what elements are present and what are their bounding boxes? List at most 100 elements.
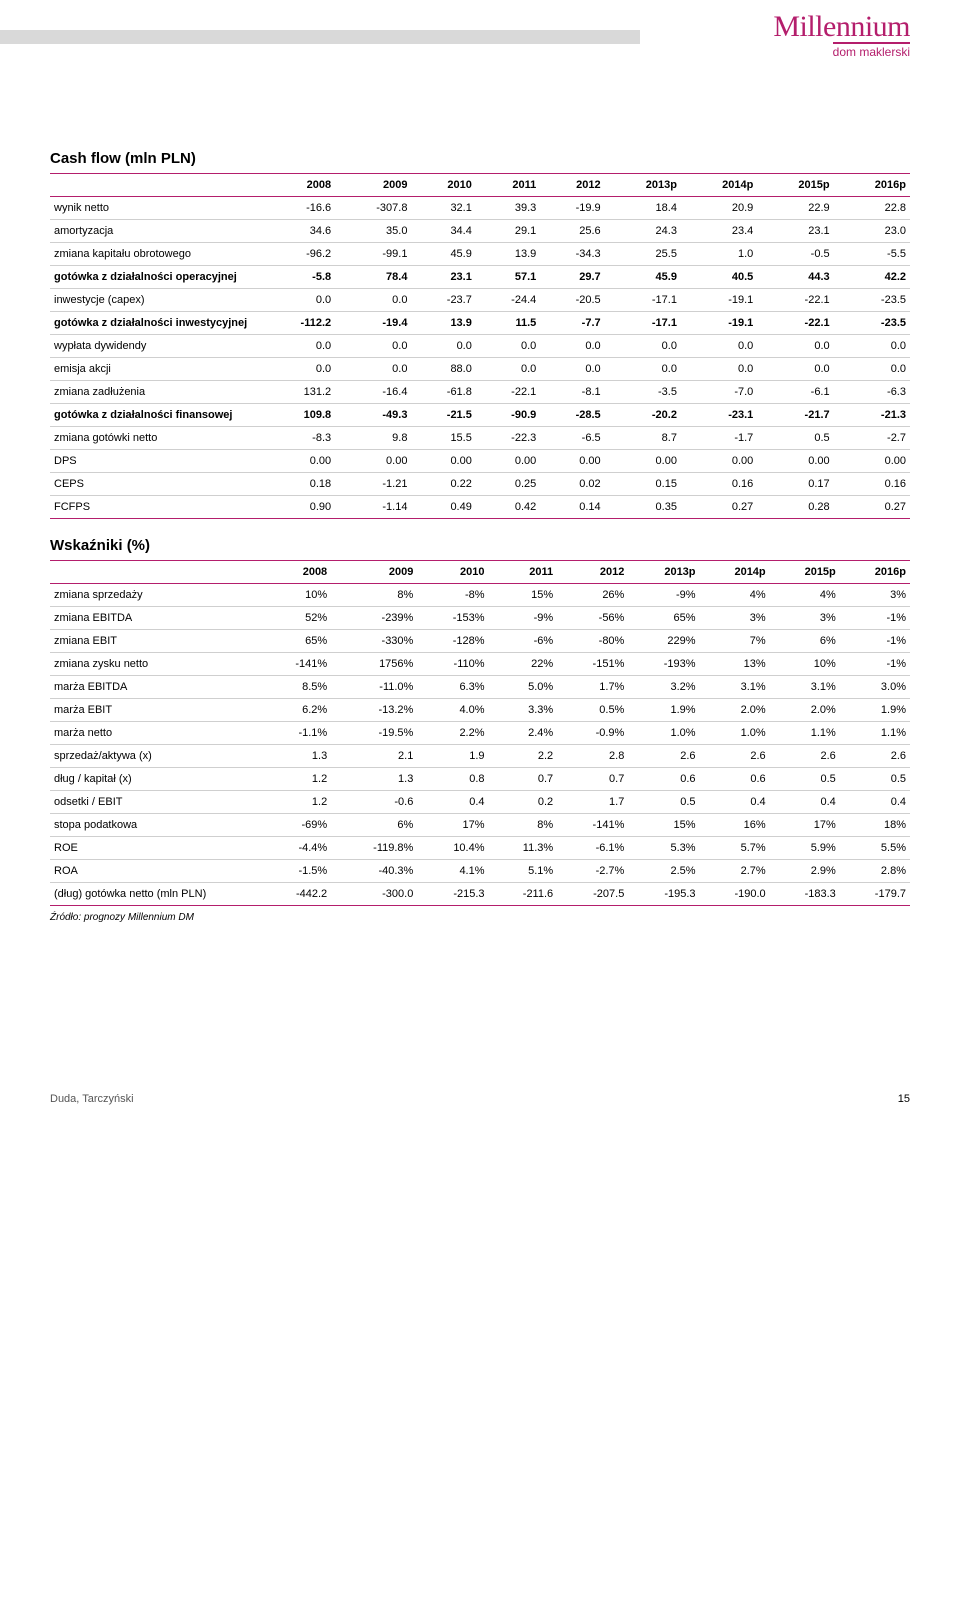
column-header: 2010 xyxy=(417,561,488,584)
table-cell: 18% xyxy=(840,814,910,837)
table-cell: 32.1 xyxy=(411,197,475,220)
table-cell: 0.27 xyxy=(834,496,910,519)
table-cell: -9% xyxy=(628,584,699,607)
table-cell: zmiana kapitału obrotowego xyxy=(50,243,260,266)
table-cell: -1% xyxy=(840,607,910,630)
table-cell: 0.0 xyxy=(260,289,335,312)
column-header: 2011 xyxy=(489,561,558,584)
table-cell: 0.00 xyxy=(681,450,757,473)
table-cell: gotówka z działalności finansowej xyxy=(50,404,260,427)
table-cell: 0.0 xyxy=(540,358,604,381)
table-row: marża EBITDA8.5%-11.0%6.3%5.0%1.7%3.2%3.… xyxy=(50,676,910,699)
table-cell: -49.3 xyxy=(335,404,411,427)
column-header: 2014p xyxy=(700,561,770,584)
table-cell: 0.49 xyxy=(411,496,475,519)
table-cell: 0.2 xyxy=(489,791,558,814)
column-header: 2009 xyxy=(335,174,411,197)
table-cell: 2.6 xyxy=(700,745,770,768)
table-cell: 29.7 xyxy=(540,266,604,289)
table-cell: -28.5 xyxy=(540,404,604,427)
table-cell: 78.4 xyxy=(335,266,411,289)
table-cell: 0.7 xyxy=(489,768,558,791)
column-header: 2011 xyxy=(476,174,540,197)
table-cell: 9.8 xyxy=(335,427,411,450)
table-cell: -17.1 xyxy=(605,289,681,312)
table-cell: -13.2% xyxy=(331,699,417,722)
table-cell: CEPS xyxy=(50,473,260,496)
table-cell: 5.5% xyxy=(840,837,910,860)
table-cell: -0.9% xyxy=(557,722,628,745)
table-cell: zmiana EBITDA xyxy=(50,607,260,630)
table-cell: 3% xyxy=(840,584,910,607)
table-cell: -0.5 xyxy=(757,243,833,266)
table-cell: 2.0% xyxy=(700,699,770,722)
table-cell: 2.6 xyxy=(628,745,699,768)
table-cell: -19.4 xyxy=(335,312,411,335)
table-cell: 29.1 xyxy=(476,220,540,243)
table-cell: -7.0 xyxy=(681,381,757,404)
table-cell: 0.00 xyxy=(260,450,335,473)
table-cell: 0.5 xyxy=(840,768,910,791)
table-cell: 13% xyxy=(700,653,770,676)
table-cell: -151% xyxy=(557,653,628,676)
table-row: dług / kapitał (x)1.21.30.80.70.70.60.60… xyxy=(50,768,910,791)
table-cell: 42.2 xyxy=(834,266,910,289)
table-cell: 23.1 xyxy=(757,220,833,243)
table-row: zmiana zysku netto-141%1756%-110%22%-151… xyxy=(50,653,910,676)
table-row: gotówka z działalności finansowej109.8-4… xyxy=(50,404,910,427)
table-cell: 0.15 xyxy=(605,473,681,496)
table-cell: 0.0 xyxy=(681,335,757,358)
table-cell: 1.2 xyxy=(260,768,331,791)
table-cell: 2.6 xyxy=(840,745,910,768)
cashflow-table: 200820092010201120122013p2014p2015p2016p… xyxy=(50,173,910,519)
table-cell: 13.9 xyxy=(476,243,540,266)
footer-page-number: 15 xyxy=(898,1093,910,1105)
table-cell: 2.6 xyxy=(770,745,840,768)
table-cell: 17% xyxy=(770,814,840,837)
table-cell: 1.3 xyxy=(331,768,417,791)
table-cell: 0.00 xyxy=(476,450,540,473)
table-row: wynik netto-16.6-307.832.139.3-19.918.42… xyxy=(50,197,910,220)
column-header: 2012 xyxy=(540,174,604,197)
table-cell: -4.4% xyxy=(260,837,331,860)
table-cell: -215.3 xyxy=(417,883,488,906)
table-cell: gotówka z działalności operacyjnej xyxy=(50,266,260,289)
table-cell: -21.7 xyxy=(757,404,833,427)
table-cell: 8% xyxy=(489,814,558,837)
table-cell: 0.00 xyxy=(605,450,681,473)
table-cell: 52% xyxy=(260,607,331,630)
table-cell: -195.3 xyxy=(628,883,699,906)
table-cell: 0.5 xyxy=(628,791,699,814)
table-cell: zmiana zysku netto xyxy=(50,653,260,676)
table-cell: 7% xyxy=(700,630,770,653)
table-cell: sprzedaż/aktywa (x) xyxy=(50,745,260,768)
table-cell: -2.7 xyxy=(834,427,910,450)
table-cell: -8.3 xyxy=(260,427,335,450)
table-cell: -22.1 xyxy=(757,289,833,312)
table-cell: 0.5% xyxy=(557,699,628,722)
table-row: zmiana sprzedaży10%8%-8%15%26%-9%4%4%3% xyxy=(50,584,910,607)
table-cell: 1.0% xyxy=(700,722,770,745)
table-cell: 22.9 xyxy=(757,197,833,220)
table-cell: -3.5 xyxy=(605,381,681,404)
table-row: sprzedaż/aktywa (x)1.32.11.92.22.82.62.6… xyxy=(50,745,910,768)
table-cell: -1.1% xyxy=(260,722,331,745)
table-cell: 1.1% xyxy=(840,722,910,745)
table-cell: 22% xyxy=(489,653,558,676)
table-row: stopa podatkowa-69%6%17%8%-141%15%16%17%… xyxy=(50,814,910,837)
column-header: 2013p xyxy=(628,561,699,584)
table-cell: -6% xyxy=(489,630,558,653)
table-cell: 23.4 xyxy=(681,220,757,243)
table-cell: -9% xyxy=(489,607,558,630)
table-cell: -211.6 xyxy=(489,883,558,906)
table-cell: 1.0 xyxy=(681,243,757,266)
table-cell: 0.17 xyxy=(757,473,833,496)
table-cell: 2.2% xyxy=(417,722,488,745)
table-cell: 0.0 xyxy=(605,358,681,381)
table-cell: -6.3 xyxy=(834,381,910,404)
table-cell: -23.5 xyxy=(834,312,910,335)
table-cell: zmiana sprzedaży xyxy=(50,584,260,607)
table-cell: -193% xyxy=(628,653,699,676)
table-cell: -0.6 xyxy=(331,791,417,814)
table-row: wypłata dywidendy0.00.00.00.00.00.00.00.… xyxy=(50,335,910,358)
